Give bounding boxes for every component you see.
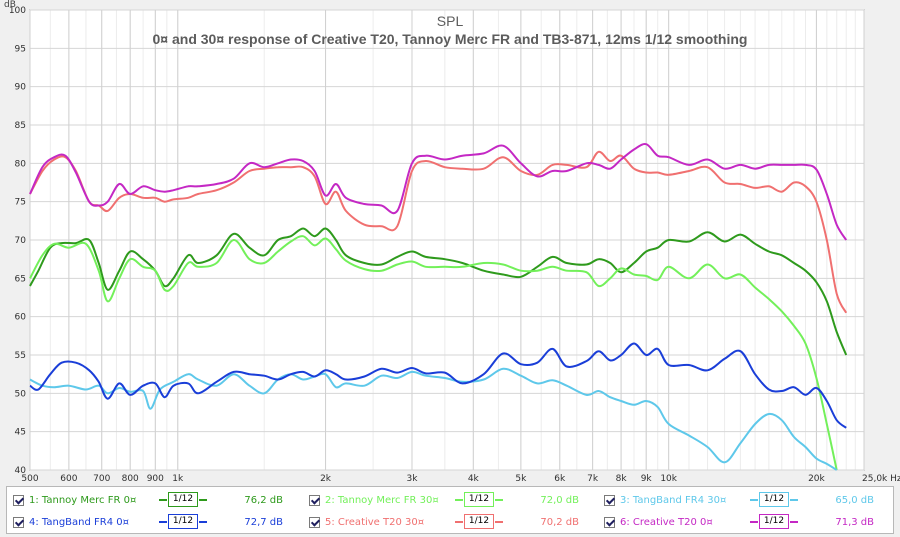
chart-title: SPL: [437, 13, 464, 29]
series-swatch-left: [750, 521, 758, 523]
series-line-4: [29, 342, 847, 429]
x-tick-label: 3k: [407, 474, 419, 484]
smoothing-selector[interactable]: 1/12: [455, 514, 503, 530]
legend-series-name: 4: TangBand FR4 0¤: [29, 516, 129, 528]
series-visibility-checkbox[interactable]: [13, 516, 24, 528]
y-tick-label: 75: [15, 198, 26, 208]
series-line-3: [29, 367, 838, 471]
series-swatch-right: [199, 521, 207, 523]
smoothing-label: 1/12: [464, 514, 494, 529]
series-visibility-checkbox[interactable]: [604, 516, 615, 528]
x-tick-label: 600: [60, 474, 77, 484]
series-swatch-right: [790, 499, 798, 501]
x-tick-label: 900: [147, 474, 164, 484]
series-swatch-right: [199, 499, 207, 501]
series-line-1: [29, 227, 848, 356]
y-tick-label: 70: [15, 236, 27, 246]
legend-series-name: 3: TangBand FR4 30¤: [620, 494, 727, 506]
y-tick-label: 40: [15, 466, 27, 476]
x-tick-label: 4k: [468, 474, 480, 484]
x-tick-label: 8k: [616, 474, 628, 484]
legend-value: 76,2 dB: [244, 494, 283, 506]
legend-series-name: 6: Creative T20 0¤: [620, 516, 713, 528]
x-tick-label: 7k: [587, 474, 599, 484]
legend-series-name: 5: Creative T20 30¤: [325, 516, 425, 528]
series-swatch-left: [159, 499, 167, 501]
legend-series-name: 2: Tannoy Merc FR 30¤: [325, 494, 439, 506]
smoothing-label: 1/12: [168, 492, 198, 507]
smoothing-label: 1/12: [168, 514, 198, 529]
legend-item-3: 3: TangBand FR4 30¤ 1/12 65,0 dB: [604, 489, 874, 511]
legend-item-6: 6: Creative T20 0¤ 1/12 71,3 dB: [604, 511, 874, 533]
y-tick-label: 90: [15, 83, 27, 93]
y-tick-label: 65: [15, 274, 26, 284]
x-tick-label: 25,0k Hz: [862, 474, 900, 484]
x-tick-label: 800: [122, 474, 139, 484]
series-swatch-left: [750, 499, 758, 501]
series-swatch-right: [790, 521, 798, 523]
series-visibility-checkbox[interactable]: [604, 494, 615, 506]
y-tick-label: 45: [15, 428, 26, 438]
smoothing-label: 1/12: [464, 492, 494, 507]
x-tick-label: 5k: [515, 474, 527, 484]
legend-value: 65,0 dB: [835, 494, 874, 506]
y-tick-label: 60: [15, 313, 27, 323]
legend-value: 70,2 dB: [540, 516, 579, 528]
legend-series-name: 1: Tannoy Merc FR 0¤: [29, 494, 137, 506]
y-tick-label: 50: [15, 389, 27, 399]
series-visibility-checkbox[interactable]: [309, 494, 320, 506]
legend-value: 71,3 dB: [835, 516, 874, 528]
legend-item-1: 1: Tannoy Merc FR 0¤ 1/12 76,2 dB: [13, 489, 283, 511]
series-swatch-left: [455, 499, 463, 501]
series-visibility-checkbox[interactable]: [13, 494, 24, 506]
y-tick-label: 55: [15, 351, 26, 361]
x-tick-label: 500: [21, 474, 38, 484]
x-tick-label: 2k: [320, 474, 332, 484]
series-line-5: [29, 150, 848, 314]
smoothing-label: 1/12: [759, 514, 789, 529]
y-tick-label: 100: [9, 6, 26, 16]
series-swatch-right: [495, 521, 503, 523]
legend: 1: Tannoy Merc FR 0¤ 1/12 76,2 dB 2: Tannoy…: [6, 486, 894, 534]
legend-item-4: 4: TangBand FR4 0¤ 1/12 72,7 dB: [13, 511, 283, 533]
smoothing-selector[interactable]: 1/12: [750, 492, 798, 508]
legend-item-2: 2: Tannoy Merc FR 30¤ 1/12 72,0 dB: [309, 489, 579, 511]
series-swatch-left: [159, 521, 167, 523]
legend-value: 72,0 dB: [540, 494, 579, 506]
x-tick-label: 20k: [808, 474, 825, 484]
y-tick-label: 80: [15, 159, 27, 169]
series-line-2: [29, 235, 838, 471]
legend-item-5: 5: Creative T20 30¤ 1/12 70,2 dB: [309, 511, 579, 533]
x-tick-label: 1k: [172, 474, 184, 484]
series-line-6: [29, 143, 848, 241]
x-tick-label: 6k: [554, 474, 566, 484]
series-swatch-right: [495, 499, 503, 501]
series-swatch-left: [455, 521, 463, 523]
y-tick-label: 85: [15, 121, 26, 131]
chart-subtitle: 0¤ and 30¤ response of Creative T20, Tan…: [153, 31, 748, 47]
smoothing-selector[interactable]: 1/12: [455, 492, 503, 508]
x-tick-label: 700: [93, 474, 110, 484]
y-tick-label: 95: [15, 44, 26, 54]
smoothing-selector[interactable]: 1/12: [159, 514, 207, 530]
legend-value: 72,7 dB: [244, 516, 283, 528]
series-visibility-checkbox[interactable]: [309, 516, 320, 528]
y-axis-label: dB: [4, 0, 16, 10]
smoothing-label: 1/12: [759, 492, 789, 507]
smoothing-selector[interactable]: 1/12: [159, 492, 207, 508]
x-tick-label: 10k: [660, 474, 677, 484]
smoothing-selector[interactable]: 1/12: [750, 514, 798, 530]
x-tick-label: 9k: [641, 474, 653, 484]
